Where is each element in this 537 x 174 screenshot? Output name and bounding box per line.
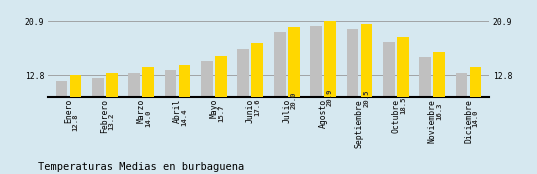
Bar: [397, 37, 409, 161]
Bar: [128, 73, 140, 161]
Bar: [142, 67, 154, 161]
Text: 18.5: 18.5: [400, 96, 406, 113]
Text: 15.7: 15.7: [218, 105, 224, 122]
Bar: [419, 57, 431, 161]
Bar: [179, 65, 190, 161]
Text: 17.6: 17.6: [255, 99, 260, 116]
Bar: [215, 56, 227, 161]
Text: Temperaturas Medias en burbaguena: Temperaturas Medias en burbaguena: [38, 162, 244, 172]
Bar: [201, 61, 213, 161]
Bar: [433, 52, 445, 161]
Text: 14.0: 14.0: [145, 110, 151, 127]
Bar: [324, 21, 336, 161]
Bar: [361, 24, 372, 161]
Text: 14.0: 14.0: [473, 110, 478, 127]
Text: 12.8: 12.8: [72, 113, 78, 131]
Bar: [251, 43, 263, 161]
Bar: [274, 32, 286, 161]
Text: 20.5: 20.5: [364, 90, 369, 107]
Bar: [55, 81, 67, 161]
Text: 13.2: 13.2: [108, 112, 115, 130]
Bar: [69, 75, 81, 161]
Bar: [347, 29, 358, 161]
Bar: [288, 27, 300, 161]
Text: 16.3: 16.3: [436, 103, 442, 120]
Bar: [310, 26, 322, 161]
Text: 14.4: 14.4: [182, 109, 187, 126]
Bar: [92, 78, 104, 161]
Text: 20.0: 20.0: [291, 91, 296, 109]
Bar: [470, 67, 482, 161]
Text: 20.9: 20.9: [327, 89, 333, 106]
Bar: [383, 42, 395, 161]
Bar: [237, 49, 249, 161]
Bar: [456, 73, 468, 161]
Bar: [106, 73, 118, 161]
Bar: [165, 70, 176, 161]
